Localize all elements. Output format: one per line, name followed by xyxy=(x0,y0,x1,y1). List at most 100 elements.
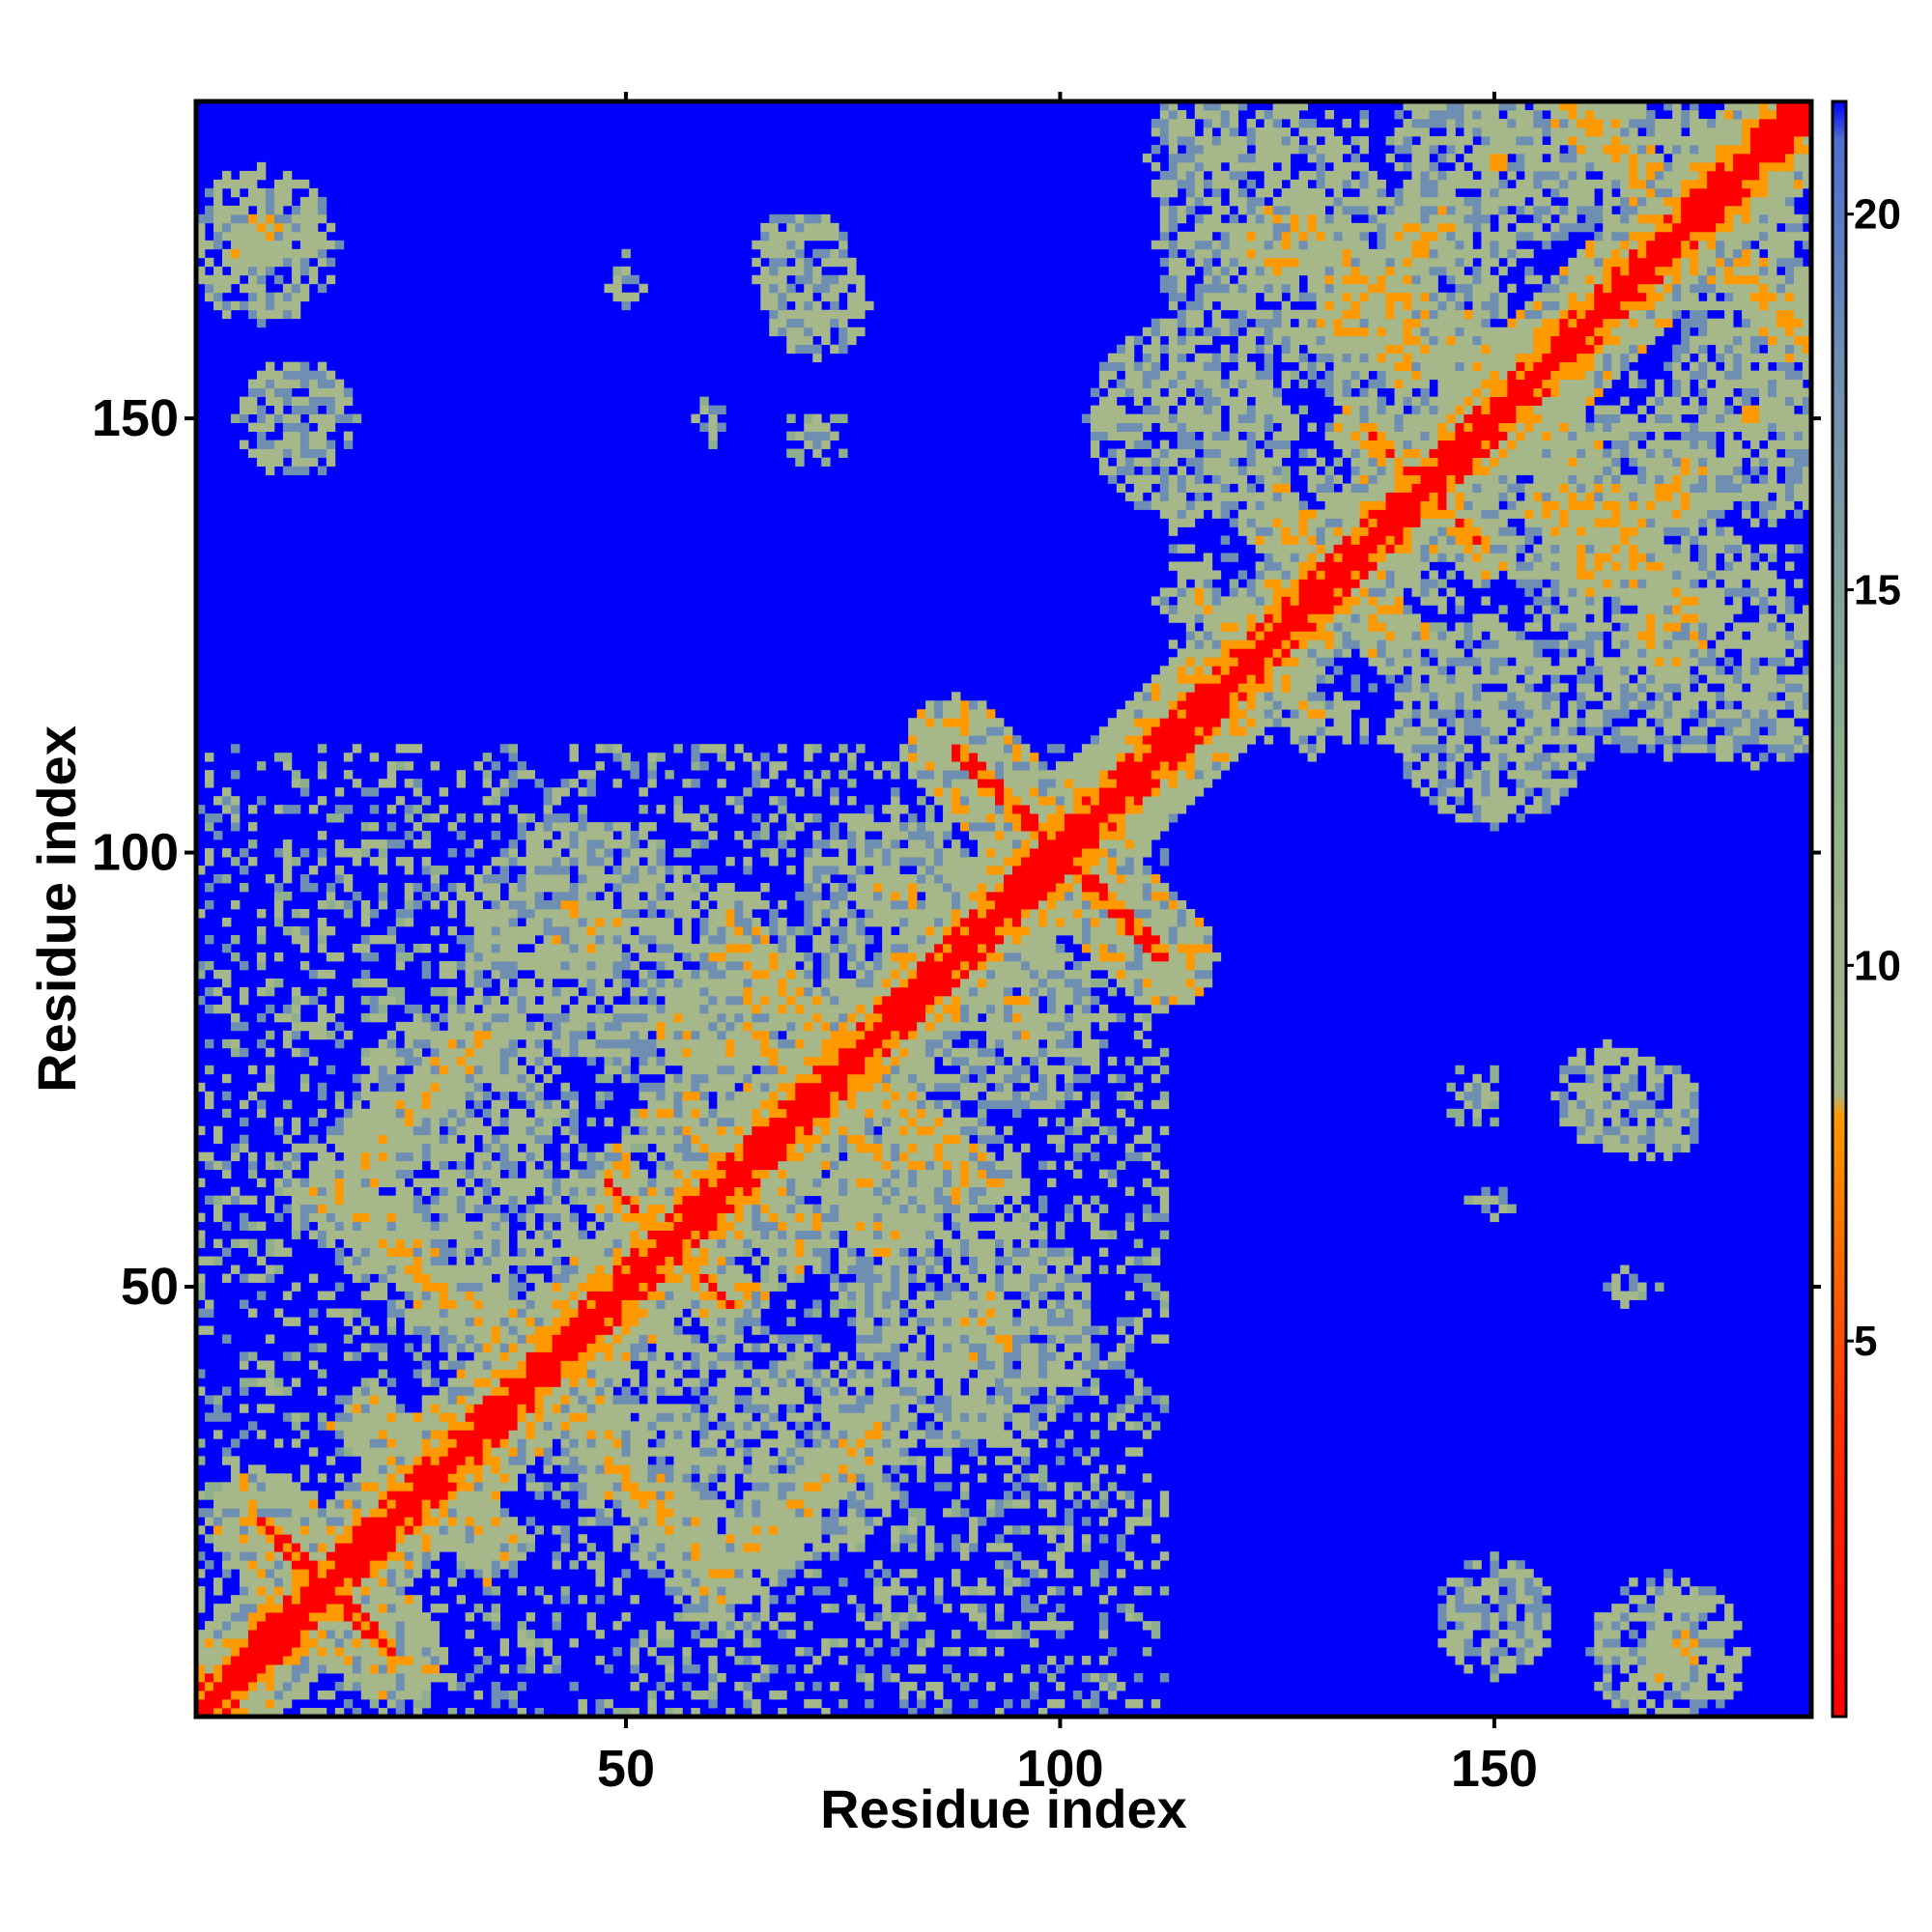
heatmap-cell xyxy=(682,1143,692,1153)
heatmap-cell xyxy=(439,1117,449,1127)
heatmap-cell xyxy=(647,1517,657,1526)
heatmap-cell xyxy=(578,1178,587,1188)
heatmap-cell xyxy=(760,1421,770,1431)
heatmap-cell xyxy=(491,1543,501,1552)
heatmap-cell xyxy=(665,1586,674,1596)
heatmap-cell xyxy=(569,822,579,832)
heatmap-cell xyxy=(360,1317,371,1326)
heatmap-cell xyxy=(291,1551,301,1561)
heatmap-cell xyxy=(612,874,622,884)
heatmap-cell xyxy=(352,1073,362,1084)
heatmap-cell xyxy=(517,822,526,832)
heatmap-cell xyxy=(743,1404,753,1413)
heatmap-cell xyxy=(334,1708,345,1718)
heatmap-cell xyxy=(465,1630,475,1639)
heatmap-cell xyxy=(230,1673,241,1683)
heatmap-cell xyxy=(639,874,648,884)
heatmap-cell xyxy=(760,1125,770,1136)
heatmap-cell xyxy=(630,1204,639,1214)
heatmap-cell xyxy=(543,1317,553,1326)
heatmap-cell xyxy=(213,1525,223,1535)
heatmap-cell xyxy=(604,1456,613,1465)
heatmap-cell xyxy=(230,1621,241,1631)
heatmap-cell xyxy=(708,1169,718,1179)
heatmap-cell xyxy=(621,917,631,927)
heatmap-cell xyxy=(247,1612,258,1622)
heatmap-cell xyxy=(465,848,475,858)
heatmap-cell xyxy=(395,1456,406,1465)
heatmap-cell xyxy=(343,805,354,814)
heatmap-cell xyxy=(482,943,493,953)
heatmap-cell xyxy=(291,379,301,389)
heatmap-cell xyxy=(760,1108,770,1119)
heatmap-cell xyxy=(569,1291,579,1300)
heatmap-cell xyxy=(682,1317,692,1326)
heatmap-cell xyxy=(421,1299,432,1309)
heatmap-cell xyxy=(647,1099,657,1110)
heatmap-cell xyxy=(612,1334,622,1344)
heatmap-cell xyxy=(760,1551,770,1561)
heatmap-cell xyxy=(699,839,709,849)
heatmap-cell xyxy=(378,1508,388,1518)
heatmap-cell xyxy=(386,1638,397,1648)
heatmap-cell xyxy=(421,1099,432,1110)
heatmap-cell xyxy=(465,1169,475,1179)
heatmap-cell xyxy=(421,943,432,953)
heatmap-cell xyxy=(691,1586,700,1596)
heatmap-cell xyxy=(691,1186,700,1197)
heatmap-cell xyxy=(560,1499,570,1509)
heatmap-cell xyxy=(439,1273,449,1283)
heatmap-cell xyxy=(291,283,301,294)
heatmap-cell xyxy=(699,1038,709,1049)
heatmap-cell xyxy=(612,266,622,276)
heatmap-cell xyxy=(691,1238,700,1248)
heatmap-cell xyxy=(621,1038,631,1049)
heatmap-cell xyxy=(508,1430,518,1439)
heatmap-cell xyxy=(360,1664,371,1674)
heatmap-cell xyxy=(473,1273,484,1283)
heatmap-cell xyxy=(578,1230,587,1239)
heatmap-cell xyxy=(725,1543,735,1552)
heatmap-cell xyxy=(499,1482,510,1492)
heatmap-cell xyxy=(699,917,709,927)
heatmap-cell xyxy=(239,257,249,268)
heatmap-cell xyxy=(282,370,293,381)
heatmap-cell xyxy=(552,1551,561,1561)
heatmap-cell xyxy=(326,457,336,467)
heatmap-cell xyxy=(239,231,249,242)
heatmap-cell xyxy=(595,1708,605,1718)
heatmap-cell xyxy=(491,1508,501,1518)
heatmap-cell xyxy=(656,1169,666,1179)
heatmap-cell xyxy=(604,1664,613,1674)
heatmap-cell xyxy=(317,1021,327,1032)
heatmap-cell xyxy=(752,257,761,268)
heatmap-cell xyxy=(239,179,249,189)
heatmap-cell xyxy=(621,1143,631,1153)
heatmap-cell xyxy=(317,1525,327,1535)
heatmap-cell xyxy=(752,1012,761,1023)
heatmap-cell xyxy=(708,1456,718,1465)
heatmap-cell xyxy=(299,240,310,250)
heatmap-cell xyxy=(725,1569,735,1578)
heatmap-cell xyxy=(282,1160,293,1171)
heatmap-cell xyxy=(560,1438,570,1448)
heatmap-cell xyxy=(196,1238,206,1248)
heatmap-cell xyxy=(465,1264,475,1274)
heatmap-cell xyxy=(517,1004,526,1014)
heatmap-cell xyxy=(725,1091,735,1101)
heatmap-cell xyxy=(196,1604,206,1613)
heatmap-cell xyxy=(569,1247,579,1257)
heatmap-cell xyxy=(256,448,267,458)
heatmap-cell xyxy=(499,1404,510,1413)
heatmap-cell xyxy=(499,1664,510,1674)
heatmap-cell xyxy=(639,969,648,980)
heatmap-cell xyxy=(395,1117,406,1127)
heatmap-cell xyxy=(639,283,648,294)
heatmap-cell xyxy=(465,969,475,980)
heatmap-cell xyxy=(656,1682,666,1691)
heatmap-cell xyxy=(221,1647,232,1657)
heatmap-cell xyxy=(682,1412,692,1422)
heatmap-cell xyxy=(196,866,206,875)
heatmap-cell xyxy=(291,292,301,302)
heatmap-cell xyxy=(673,1134,683,1145)
